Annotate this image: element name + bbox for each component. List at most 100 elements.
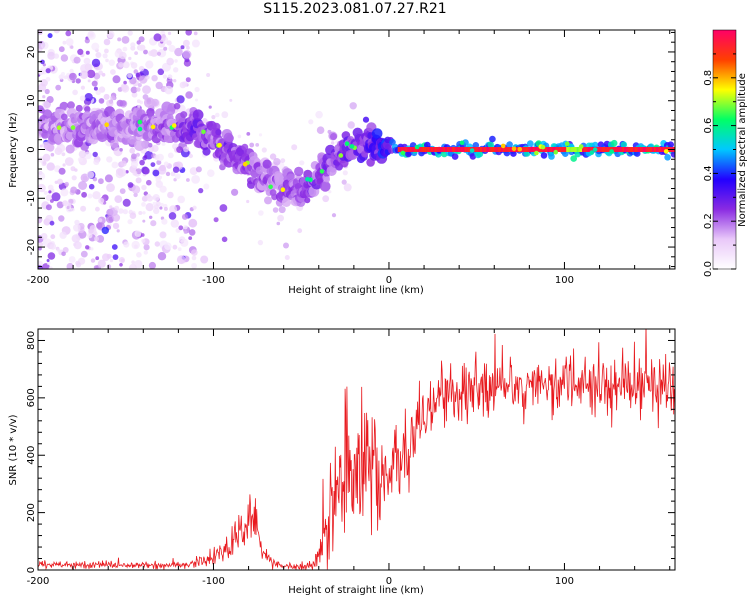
noise-point <box>194 86 200 93</box>
noise-point <box>42 153 51 162</box>
ridge-point <box>323 176 330 183</box>
snr-ticks: -200 -100 0 100 0 200 400 600 800 <box>26 329 675 587</box>
noise-point <box>150 162 156 168</box>
noise-point <box>98 218 103 223</box>
ridge-core-point <box>462 147 466 152</box>
ridge-knot <box>511 146 517 152</box>
ridge-core-point <box>497 147 501 152</box>
noise-point <box>123 241 130 248</box>
noise-point <box>95 206 100 212</box>
noise-point <box>138 44 146 52</box>
colorbar-tick-label: 0.2 <box>703 213 714 229</box>
ridge-point <box>548 153 555 160</box>
noise-point <box>188 236 193 241</box>
noise-point <box>80 85 85 90</box>
noise-point <box>39 144 43 148</box>
ridge-core-point <box>482 147 486 152</box>
ridge-core-point <box>566 147 570 152</box>
noise-point <box>58 215 65 222</box>
ridge-core-point <box>634 147 638 152</box>
noise-point <box>68 199 74 204</box>
ridge-point <box>620 141 628 148</box>
ridge-core-point <box>503 147 507 152</box>
ridge-core-point <box>559 147 563 152</box>
noise-point <box>103 93 110 100</box>
ridge-point <box>664 154 671 161</box>
ridge-point <box>371 128 383 139</box>
noise-point <box>85 50 90 55</box>
ridge-knot <box>414 144 420 150</box>
noise-point <box>80 205 87 212</box>
ridge-knot <box>570 147 575 152</box>
ridge-core-point <box>585 147 589 152</box>
ridge-core-point <box>467 147 472 152</box>
noise-point <box>172 244 178 250</box>
noise-point <box>53 30 60 34</box>
ridge-core-point <box>494 147 498 152</box>
snr-series-line <box>38 329 675 570</box>
noise-point <box>58 167 66 175</box>
noise-point <box>164 85 173 95</box>
noise-point <box>64 157 74 166</box>
noise-point <box>121 36 130 44</box>
ridge-core-point <box>478 147 482 152</box>
noise-point <box>64 181 69 187</box>
noise-point <box>183 225 188 230</box>
ridge-point <box>60 113 68 121</box>
ridge-point <box>540 152 548 159</box>
noise-point <box>70 186 78 194</box>
ridge-point <box>173 102 181 110</box>
ridge-core-point <box>429 147 433 152</box>
noise-point <box>136 252 142 258</box>
ridge-core-point <box>453 147 458 152</box>
colorbar-label: Normalized spectral amplitude <box>737 73 748 227</box>
ridge-core-point <box>611 147 615 152</box>
ridge-point <box>121 136 131 145</box>
noise-point <box>56 201 64 209</box>
noise-point <box>191 255 197 261</box>
noise-point <box>42 161 47 165</box>
noise-point <box>114 205 120 211</box>
noise-point <box>97 259 106 268</box>
noise-point <box>66 206 70 210</box>
noise-point <box>77 157 84 163</box>
noise-point <box>156 51 162 56</box>
ridge-knot <box>469 148 475 153</box>
noise-point <box>95 256 100 261</box>
noise-point <box>58 46 65 53</box>
ridge-core-point <box>639 147 644 152</box>
noise-point <box>138 36 145 43</box>
ridge-point <box>264 196 272 205</box>
noise-point <box>131 153 137 160</box>
noise-point <box>207 169 215 177</box>
noise-point <box>42 240 46 245</box>
ridge-point <box>65 131 75 141</box>
noise-point <box>85 63 93 71</box>
ridge-core-point <box>576 147 580 152</box>
ridge-core-point <box>629 147 633 152</box>
spectrogram-x-axis-label: Height of straight line (km) <box>288 285 424 296</box>
ridge-core-point <box>641 147 645 152</box>
noise-point <box>176 95 185 104</box>
noise-point <box>174 59 178 63</box>
noise-point <box>297 228 303 234</box>
noise-point <box>91 80 98 87</box>
ridge-knot <box>553 149 558 155</box>
noise-point <box>186 178 190 182</box>
noise-point <box>246 132 251 136</box>
noise-point <box>47 184 54 191</box>
ridge-point <box>84 106 91 113</box>
y-tick-label: 0 <box>26 567 37 573</box>
noise-point <box>40 233 48 240</box>
noise-point <box>65 38 74 46</box>
ridge-point <box>166 106 176 116</box>
colorbar-ticks: 0.0 0.2 0.4 0.6 0.8 <box>703 53 736 277</box>
noise-point <box>122 198 131 207</box>
noise-point <box>42 95 46 99</box>
ridge-point <box>41 131 49 139</box>
noise-point <box>142 167 150 175</box>
noise-point <box>178 225 184 231</box>
noise-point <box>93 86 98 91</box>
